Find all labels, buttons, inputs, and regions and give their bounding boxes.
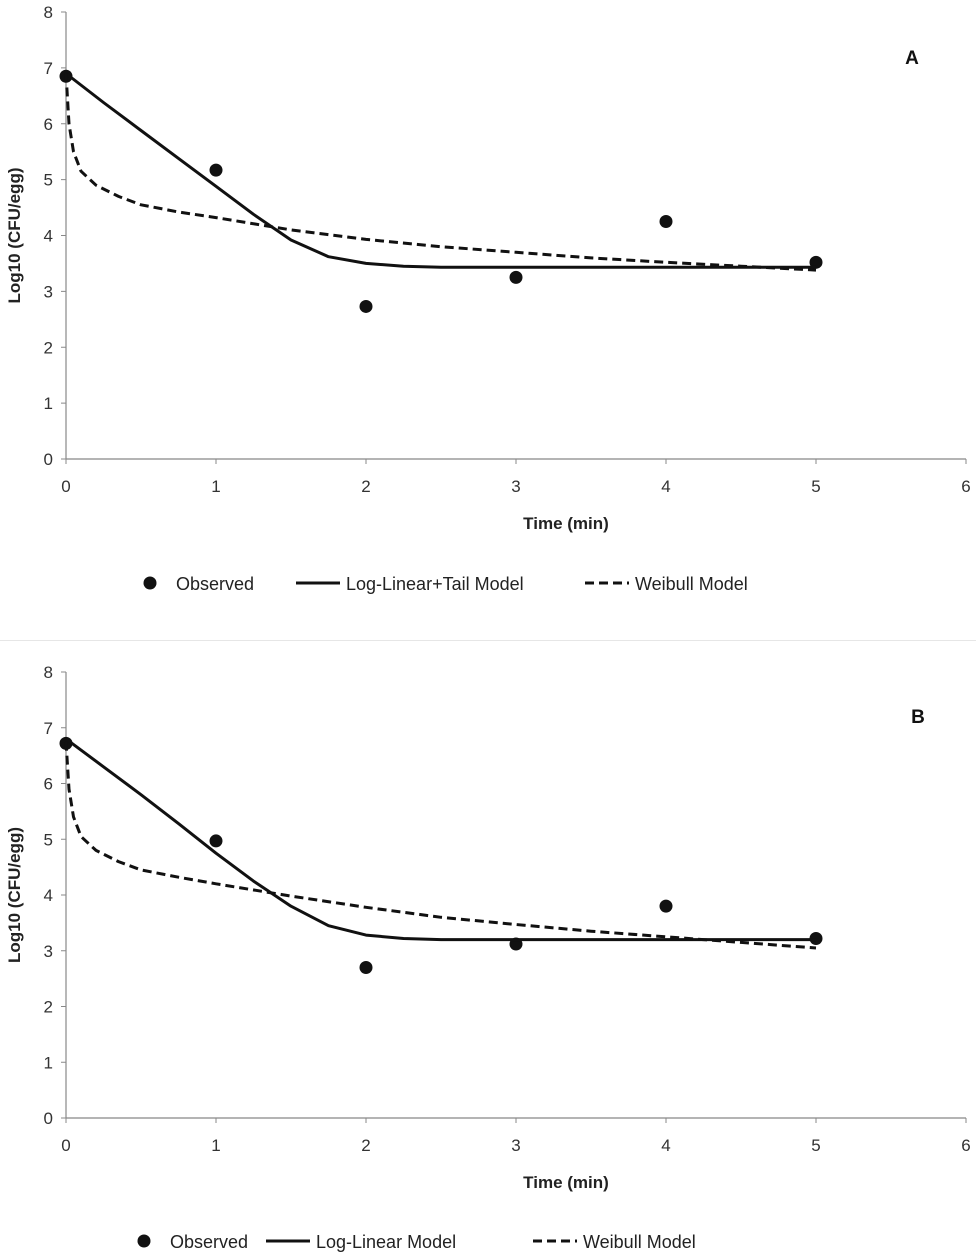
y-tick-label: 8 bbox=[44, 663, 53, 682]
x-tick-label: 2 bbox=[361, 477, 370, 496]
chart-a-svg: 0 1 2 3 4 5 6 7 8 0 1 2 3 4 5 6 Time (min) Log10 (CFU/egg… bbox=[5, 3, 971, 594]
y-tick-label: 2 bbox=[44, 998, 53, 1017]
panel-label: B bbox=[911, 707, 925, 728]
legend-label: Log-Linear Model bbox=[316, 1232, 456, 1252]
x-tick-label: 6 bbox=[961, 1136, 970, 1155]
x-tick-label: 6 bbox=[961, 477, 970, 496]
y-tick-label: 4 bbox=[44, 227, 53, 246]
y-tick-label: 4 bbox=[44, 886, 53, 905]
weibull-model-line bbox=[64, 741, 817, 950]
observed-point bbox=[209, 163, 223, 177]
log-linear-model-line bbox=[65, 72, 816, 269]
observed-point bbox=[659, 215, 673, 229]
y-tick-label: 6 bbox=[44, 115, 53, 134]
legend-label: Weibull Model bbox=[583, 1232, 696, 1252]
x-tick-label: 4 bbox=[661, 477, 670, 496]
legend-marker-observed bbox=[137, 1234, 151, 1248]
y-tick-label: 3 bbox=[44, 282, 53, 301]
chart-b-svg: 0 1 2 3 4 5 6 7 8 0 1 2 3 4 5 6 Time (min) Log10 (CFU/egg… bbox=[5, 663, 971, 1252]
x-tick-label: 1 bbox=[211, 1136, 220, 1155]
y-tick-label: 0 bbox=[44, 450, 53, 469]
y-tick-label: 2 bbox=[44, 338, 53, 357]
x-tick-label: 4 bbox=[661, 1136, 670, 1155]
x-tick-label: 3 bbox=[511, 477, 520, 496]
observed-point bbox=[359, 960, 373, 974]
legend-marker-observed bbox=[143, 576, 157, 590]
observed-point bbox=[209, 834, 223, 848]
legend-label: Weibull Model bbox=[635, 574, 748, 594]
y-tick-label: 7 bbox=[44, 59, 53, 78]
x-axis-title: Time (min) bbox=[523, 1173, 609, 1192]
y-tick-label: 7 bbox=[44, 719, 53, 738]
log-linear-model-line bbox=[65, 737, 816, 942]
y-tick-label: 1 bbox=[44, 394, 53, 413]
y-tick-label: 5 bbox=[44, 171, 53, 190]
panel-divider bbox=[0, 640, 976, 641]
y-tick-label: 3 bbox=[44, 942, 53, 961]
y-tick-label: 6 bbox=[44, 775, 53, 794]
x-tick-label: 5 bbox=[811, 477, 820, 496]
x-tick-label: 3 bbox=[511, 1136, 520, 1155]
x-tick-label: 0 bbox=[61, 477, 70, 496]
y-axis-title: Log10 (CFU/egg) bbox=[5, 168, 24, 304]
legend-label: Observed bbox=[176, 574, 254, 594]
panel-label: A bbox=[905, 48, 919, 69]
observed-point bbox=[359, 299, 373, 313]
chart-panel-b: 0 1 2 3 4 5 6 7 8 0 1 2 3 4 5 6 Time (min) Log10 (CFU/egg… bbox=[0, 660, 976, 1254]
y-tick-label: 1 bbox=[44, 1053, 53, 1072]
observed-point bbox=[809, 255, 823, 269]
weibull-model-line bbox=[64, 73, 817, 272]
x-tick-label: 2 bbox=[361, 1136, 370, 1155]
y-tick-label: 8 bbox=[44, 3, 53, 22]
legend-label: Observed bbox=[170, 1232, 248, 1252]
observed-point bbox=[659, 899, 673, 913]
legend-label: Log-Linear+Tail Model bbox=[346, 574, 524, 594]
x-axis-title: Time (min) bbox=[523, 514, 609, 533]
x-tick-label: 5 bbox=[811, 1136, 820, 1155]
y-tick-label: 5 bbox=[44, 830, 53, 849]
chart-panel-a: 0 1 2 3 4 5 6 7 8 0 1 2 3 4 5 6 Time (min) Log10 (CFU/egg… bbox=[0, 0, 976, 620]
x-tick-label: 1 bbox=[211, 477, 220, 496]
x-tick-label: 0 bbox=[61, 1136, 70, 1155]
observed-point bbox=[509, 270, 523, 284]
y-axis-title: Log10 (CFU/egg) bbox=[5, 827, 24, 963]
y-tick-label: 0 bbox=[44, 1109, 53, 1128]
